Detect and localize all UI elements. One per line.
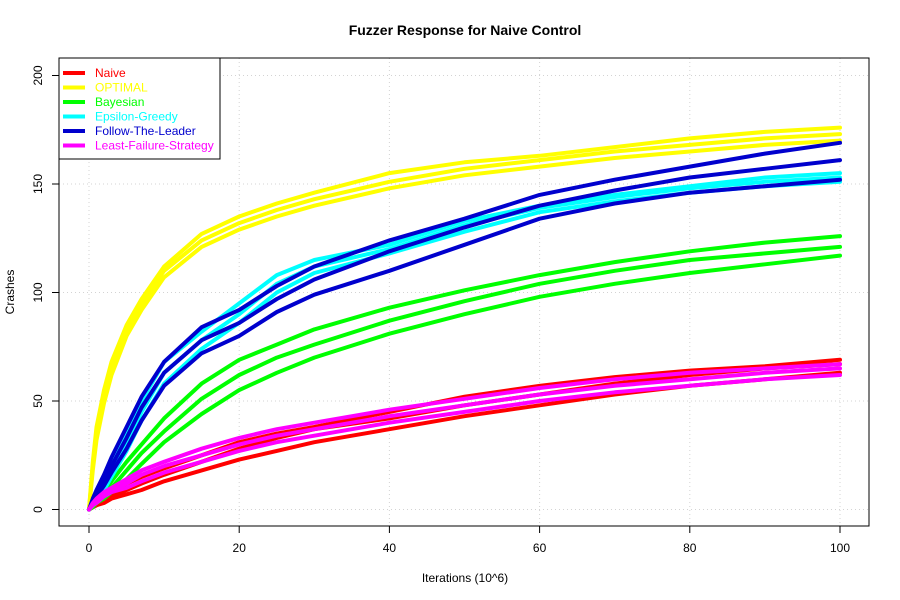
x-tick-label: 80	[683, 541, 697, 555]
legend-label-follow-the-leader: Follow-The-Leader	[95, 124, 196, 138]
grid-layer	[59, 58, 869, 526]
y-tick-label: 200	[31, 65, 45, 85]
legend-label-optimal: OPTIMAL	[95, 81, 148, 95]
series-line-follow-the-leader-run-1	[87, 140, 842, 512]
y-tick-label: 50	[31, 394, 45, 408]
series-line-follow-the-leader-run-3	[87, 177, 842, 512]
legend: NaiveOPTIMALBayesianEpsilon-GreedyFollow…	[58, 57, 221, 160]
x-tick-label: 40	[383, 541, 397, 555]
y-tick-label: 0	[31, 506, 45, 513]
series-layer	[87, 125, 842, 512]
legend-label-bayesian: Bayesian	[95, 95, 144, 109]
series-line-naive-run-3	[87, 370, 842, 512]
series-line-least-failure-strategy-run-3	[87, 373, 842, 512]
y-axis-label: Crashes	[3, 270, 17, 315]
legend-label-naive: Naive	[95, 66, 126, 80]
x-tick-label: 100	[830, 541, 850, 555]
x-tick-label: 20	[233, 541, 247, 555]
legend-box	[58, 57, 221, 160]
legend-label-least-failure-strategy: Least-Failure-Strategy	[95, 139, 214, 153]
legend-label-epsilon-greedy: Epsilon-Greedy	[95, 110, 178, 124]
axis-layer: 0 20 40 60 80 100 0 50 100 150 200	[31, 65, 850, 555]
y-tick-label: 100	[31, 282, 45, 302]
chart-title: Fuzzer Response for Naive Control	[349, 22, 582, 38]
x-tick-label: 0	[86, 541, 93, 555]
y-tick-label: 150	[31, 174, 45, 194]
x-tick-label: 60	[533, 541, 547, 555]
x-axis-label: Iterations (10^6)	[422, 571, 508, 585]
series-line-follow-the-leader-run-2	[87, 158, 842, 512]
series-line-optimal-run-3	[87, 138, 842, 512]
